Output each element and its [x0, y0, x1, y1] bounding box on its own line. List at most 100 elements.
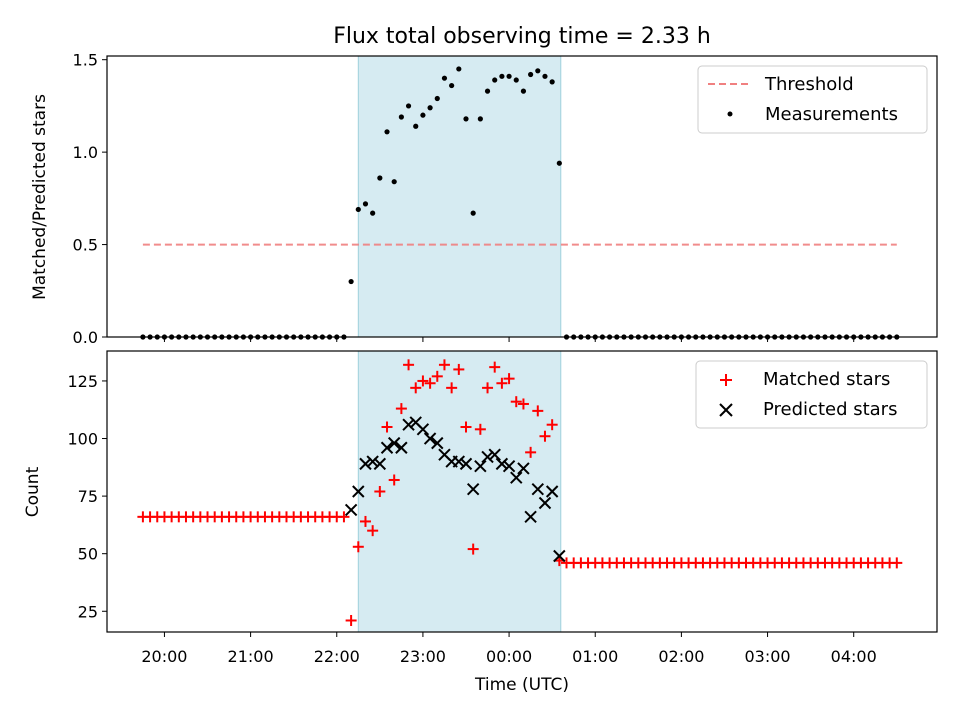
count-legend-box	[695, 360, 928, 429]
predicted-star-point	[481, 450, 494, 464]
legend-measurements-swatch	[727, 111, 733, 117]
matched-star-point	[891, 557, 903, 569]
measurement-point	[355, 206, 361, 213]
measurement-point	[506, 73, 512, 79]
measurement-point	[427, 105, 433, 111]
predicted-star-point	[380, 441, 394, 454]
measurement-point	[470, 210, 476, 216]
count-y-tick-label: 75	[78, 487, 98, 506]
matched-star-point	[417, 375, 429, 387]
measurement-point	[413, 123, 419, 129]
legend-measurements-label: Measurements	[765, 104, 898, 125]
matched-star-point	[474, 423, 486, 435]
matched-star-point	[532, 405, 544, 417]
measurement-point	[391, 179, 397, 185]
matched-star-point	[359, 515, 371, 527]
x-tick-label: 01:00	[572, 647, 618, 666]
predicted-star-point	[531, 482, 545, 496]
measurement-point	[542, 73, 548, 79]
measurement-point	[370, 210, 376, 216]
matched-star-point	[539, 430, 551, 442]
measurement-point	[456, 66, 462, 72]
matched-star-point	[482, 382, 494, 394]
matched-star-point	[410, 382, 422, 394]
predicted-star-point	[502, 459, 516, 473]
predicted-star-point	[366, 455, 379, 468]
matched-star-point	[424, 377, 436, 389]
count-panel-frame	[106, 350, 938, 633]
measurement-point	[362, 201, 369, 207]
x-tick-label: 22:00	[314, 647, 360, 666]
predicted-star-point	[517, 462, 530, 475]
measurement-point	[434, 95, 440, 102]
measurement-point	[398, 114, 404, 120]
matched-star-point	[525, 446, 537, 458]
matched-star-point	[460, 421, 472, 433]
predicted-star-point	[538, 496, 552, 510]
measurement-point	[513, 77, 519, 83]
predicted-star-point	[452, 455, 466, 468]
predicted-star-point	[423, 432, 437, 445]
predicted-star-point	[524, 510, 537, 524]
count-legend: Matched stars Predicted stars	[695, 360, 928, 429]
predicted-star-point	[545, 485, 559, 498]
measurement-point	[449, 82, 455, 89]
x-tick-label: 03:00	[744, 647, 790, 666]
ratio-y-axis-label: Matched/Predicted stars	[30, 94, 50, 300]
ratio-legend: Threshold Measurements	[697, 65, 928, 134]
ratio-y-tick-label: 0.5	[73, 236, 98, 255]
count-y-tick-label: 125	[67, 372, 98, 391]
matched-star-point	[388, 474, 400, 486]
matched-star-point	[467, 543, 479, 555]
measurement-point	[484, 88, 491, 94]
x-tick-label: 04:00	[831, 647, 877, 666]
count-y-tick-label: 25	[78, 602, 98, 621]
legend-threshold-label: Threshold	[764, 74, 854, 95]
measurement-point	[492, 77, 498, 83]
observing-window-shade	[357, 350, 562, 633]
measurement-point	[441, 75, 448, 81]
legend-predicted-label: Predicted stars	[763, 399, 897, 420]
count-y-axis-label: Count	[23, 466, 43, 517]
count-y-tick-label: 100	[67, 430, 98, 449]
matched-star-point	[352, 541, 364, 553]
predicted-star-point	[387, 436, 401, 450]
measurement-point	[384, 129, 390, 135]
measurement-point	[405, 103, 412, 109]
observing-window-shade	[357, 55, 562, 338]
predicted-star-point	[402, 418, 415, 431]
measurement-point	[520, 88, 527, 94]
measurement-point	[528, 71, 534, 78]
ratio-legend-box	[697, 65, 928, 134]
ratio-y-tick-label: 0.0	[73, 328, 98, 347]
predicted-star-point	[352, 485, 365, 498]
predicted-star-point	[395, 441, 408, 454]
ratio-y-tick-label: 1.5	[73, 51, 98, 70]
predicted-star-point	[373, 457, 387, 471]
matched-star-point	[431, 370, 443, 382]
predicted-star-point	[553, 549, 566, 563]
legend-matched-swatch	[720, 374, 732, 386]
measurement-point	[377, 175, 383, 181]
matched-star-point	[446, 382, 458, 394]
matched-star-point	[517, 398, 529, 410]
count-y-tick-label: 50	[78, 545, 98, 564]
ratio-panel: 0.0 0.5 1.0 1.5 Flux total observing time =…	[30, 24, 938, 347]
measurement-point	[549, 79, 555, 85]
chart-title: Flux total observing time = 2.33 h	[333, 24, 711, 49]
matched-star-point	[345, 614, 357, 626]
matched-star-point	[453, 363, 465, 375]
measurement-point	[556, 160, 562, 166]
predicted-star-point	[474, 459, 487, 473]
predicted-star-point	[488, 448, 501, 461]
matched-star-point	[503, 373, 515, 385]
matched-star-point	[489, 361, 501, 373]
predicted-star-point	[459, 457, 473, 471]
predicted-star-point	[495, 457, 509, 471]
x-tick-label: 21:00	[228, 647, 274, 666]
matched-star-point	[510, 396, 522, 408]
predicted-star-point	[466, 482, 480, 496]
measurement-point	[535, 68, 541, 74]
matched-star-point	[496, 377, 508, 389]
